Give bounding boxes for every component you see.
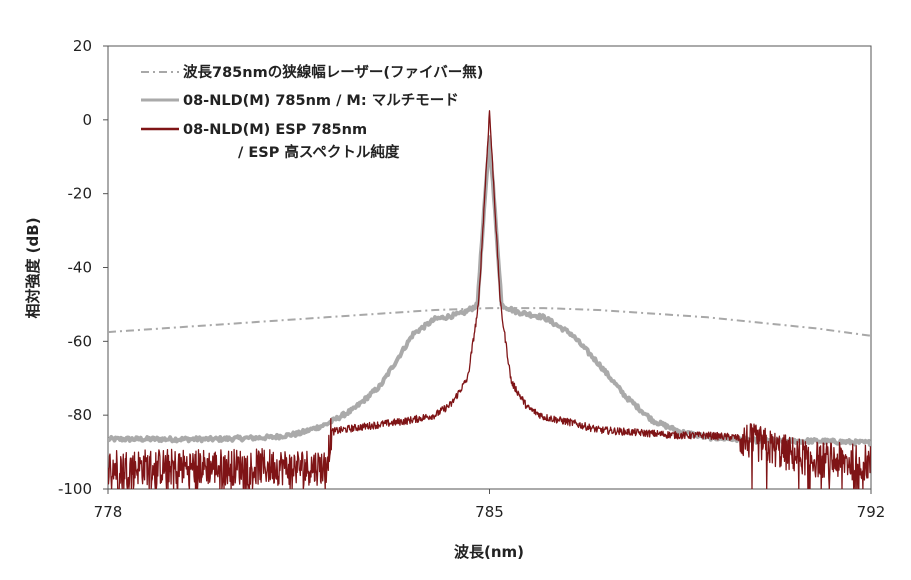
y-tick-label: 20 [73,37,92,55]
legend-label-fiberless: 波長785nmの狭線幅レーザー(ファイバー無) [183,63,483,81]
y-tick-label: -100 [58,480,92,498]
y-tick-label: -20 [68,185,93,203]
x-axis-title: 波長(nm) [454,543,524,561]
legend-label-esp-line1: 08-NLD(M) ESP 785nm [183,122,367,138]
y-axis-title: 相対強度 (dB) [24,217,42,318]
x-tick-label: 792 [857,503,886,521]
y-tick-label: -60 [68,332,93,350]
x-tick-label: 778 [94,503,123,521]
series-fiberless-laser [108,307,871,337]
legend: 波長785nmの狭線幅レーザー(ファイバー無) 08-NLD(M) 785nm … [141,63,483,161]
legend-label-esp-line2: / ESP 高スペクトル純度 [238,143,400,161]
y-tick-label: -40 [68,259,93,277]
series-layer [108,110,871,489]
series-multimode [108,135,871,448]
x-tick-label: 785 [475,503,504,521]
legend-label-multimode: 08-NLD(M) 785nm / M: マルチモード [183,92,459,109]
y-tick-label: 0 [82,111,92,129]
y-tick-label: -80 [68,406,93,424]
series-esp [108,110,871,489]
